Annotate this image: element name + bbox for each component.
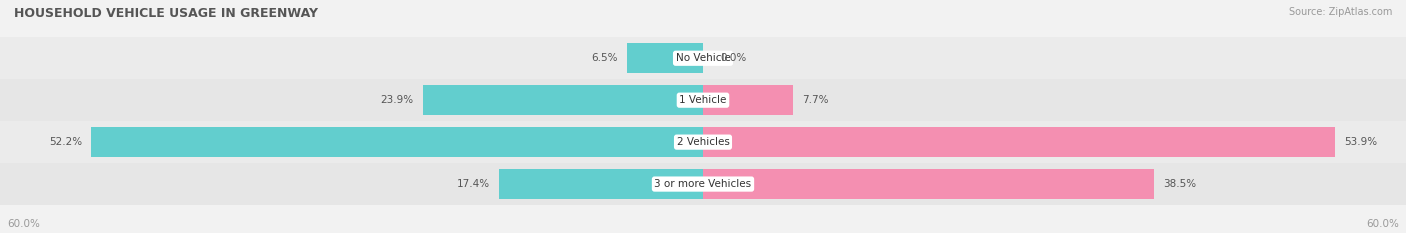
Bar bbox=[703, 85, 793, 115]
Bar bbox=[0, 79, 1406, 121]
Text: 17.4%: 17.4% bbox=[457, 179, 489, 189]
Bar bbox=[91, 127, 703, 157]
Text: 52.2%: 52.2% bbox=[49, 137, 82, 147]
Text: 1 Vehicle: 1 Vehicle bbox=[679, 95, 727, 105]
Bar bbox=[703, 169, 1154, 199]
Bar bbox=[627, 43, 703, 73]
Text: 0.0%: 0.0% bbox=[721, 53, 747, 63]
Text: 6.5%: 6.5% bbox=[591, 53, 617, 63]
Text: 3 or more Vehicles: 3 or more Vehicles bbox=[654, 179, 752, 189]
Text: Source: ZipAtlas.com: Source: ZipAtlas.com bbox=[1288, 7, 1392, 17]
Bar bbox=[0, 37, 1406, 79]
Text: 7.7%: 7.7% bbox=[803, 95, 830, 105]
Text: HOUSEHOLD VEHICLE USAGE IN GREENWAY: HOUSEHOLD VEHICLE USAGE IN GREENWAY bbox=[14, 7, 318, 20]
Text: 23.9%: 23.9% bbox=[381, 95, 413, 105]
Bar bbox=[499, 169, 703, 199]
Bar bbox=[703, 127, 1334, 157]
Bar bbox=[423, 85, 703, 115]
Text: 60.0%: 60.0% bbox=[1367, 219, 1399, 229]
Bar bbox=[0, 163, 1406, 205]
Text: 2 Vehicles: 2 Vehicles bbox=[676, 137, 730, 147]
Text: 38.5%: 38.5% bbox=[1164, 179, 1197, 189]
Bar bbox=[0, 121, 1406, 163]
Text: 53.9%: 53.9% bbox=[1344, 137, 1376, 147]
Text: 60.0%: 60.0% bbox=[7, 219, 39, 229]
Text: No Vehicle: No Vehicle bbox=[675, 53, 731, 63]
